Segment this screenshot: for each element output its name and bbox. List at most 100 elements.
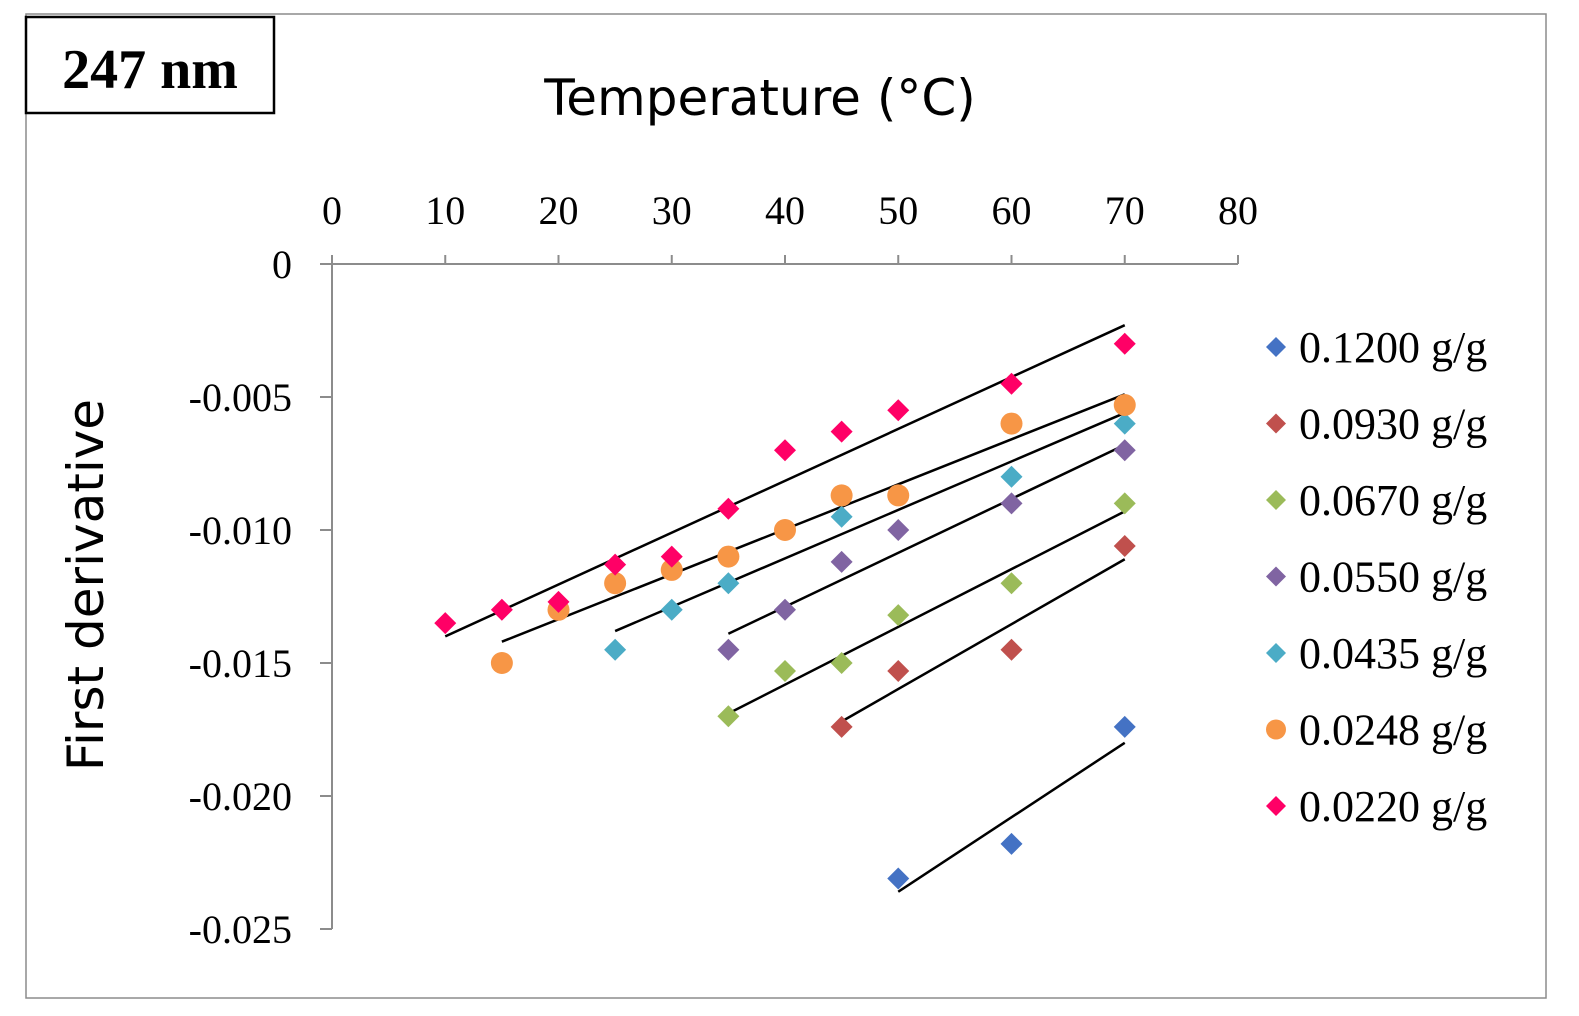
data-point-0-0670-g-g-x35 [717,705,740,728]
legend-label-0-0220-g-g: 0.0220 g/g [1299,782,1487,831]
data-point-0-0930-g-g-x60 [1000,638,1023,661]
data-point-0-0220-g-g-x20 [547,590,570,613]
data-markers [434,332,1136,890]
data-point-0-0220-g-g-x10 [434,612,457,635]
series-0-0930-g-g [830,534,1136,738]
x-tick-label-30: 30 [652,188,692,233]
data-point-0-0435-g-g-x25 [604,638,627,661]
x-tick-label-40: 40 [765,188,805,233]
legend-label-0-0670-g-g: 0.0670 g/g [1299,476,1487,525]
data-point-0-0435-g-g-x35 [717,572,740,595]
x-ticks: 0 10 20 30 40 50 60 70 80 [322,188,1258,264]
legend-entry-0-0930-g-g: 0.0930 g/g [1266,400,1487,449]
legend-marker-0-1200-g-g [1266,337,1286,357]
data-point-0-0670-g-g-x60 [1000,572,1023,595]
data-point-0-0550-g-g-x50 [887,519,910,541]
y-ticks: 0 -0.005 -0.010 -0.015 -0.020 -0.025 [189,242,332,952]
data-point-0-0220-g-g-x35 [717,497,740,520]
legend-marker-0-0930-g-g [1266,413,1286,434]
legend-entry-0-0220-g-g: 0.0220 g/g [1266,782,1487,831]
data-point-0-0220-g-g-x70 [1113,332,1136,355]
data-point-0-1200-g-g-x60 [1000,832,1023,855]
legend-entry-0-0670-g-g: 0.0670 g/g [1266,476,1487,525]
data-point-0-0930-g-g-x70 [1113,534,1136,557]
data-point-0-0220-g-g-x60 [1000,372,1023,395]
series-0-0550-g-g [717,439,1136,661]
data-point-0-0220-g-g-x15 [490,598,513,621]
title-box-border [24,15,276,115]
y-tick-label-0-025: -0.025 [189,907,292,952]
data-point-0-0220-g-g-x50 [887,399,910,422]
legend: 0.1200 g/g 0.0930 g/g 0.0670 g/g 0.0550 g/g… [1266,323,1487,831]
data-point-0-0670-g-g-x70 [1113,492,1136,515]
trendline-0-0435-g-g [614,411,1126,633]
legend-entry-0-0248-g-g: 0.0248 g/g [1266,706,1487,755]
data-point-0-0435-g-g-x60 [1000,465,1023,488]
data-point-0-0930-g-g-x45 [830,715,853,738]
legend-marker-0-0550-g-g [1266,566,1286,587]
data-point-0-0670-g-g-x50 [887,604,910,627]
data-point-0-0248-g-g-x70 [1113,393,1136,416]
series-0-0220-g-g [434,332,1136,635]
data-point-0-0248-g-g-x50 [887,484,910,507]
axes [331,263,1238,929]
legend-label-0-0930-g-g: 0.0930 g/g [1299,400,1487,449]
legend-entry-0-0435-g-g: 0.0435 g/g [1266,629,1487,678]
legend-label-0-0550-g-g: 0.0550 g/g [1299,553,1487,602]
data-point-0-0248-g-g-x60 [1000,412,1023,435]
x-tick-label-10: 10 [425,188,465,233]
data-point-0-0550-g-g-x70 [1113,439,1136,462]
legend-marker-0-0670-g-g [1266,490,1286,510]
series-0-0670-g-g [717,492,1136,728]
y-tick-label-0-005: -0.005 [189,375,292,420]
x-tick-label-80: 80 [1218,188,1258,233]
data-point-0-0550-g-g-x60 [1000,492,1023,515]
data-point-0-0930-g-g-x50 [887,659,910,682]
series-0-1200-g-g [887,715,1136,890]
data-point-0-0435-g-g-x70 [1113,412,1136,435]
data-point-0-0220-g-g-x25 [604,553,627,576]
data-point-0-0220-g-g-x30 [660,545,683,568]
data-point-0-0248-g-g-x30 [660,558,683,581]
trendline-0-0220-g-g [444,324,1126,638]
data-point-0-0670-g-g-x45 [830,652,853,674]
trendline-0-0248-g-g [501,393,1126,643]
data-point-0-0435-g-g-x45 [830,505,853,528]
data-point-0-0220-g-g-x45 [830,420,853,443]
data-point-0-0248-g-g-x40 [774,519,796,541]
data-point-0-0550-g-g-x35 [717,638,740,661]
data-point-0-0248-g-g-x15 [490,652,513,674]
trendline-0-0550-g-g [727,443,1126,635]
legend-entry-0-1200-g-g: 0.1200 g/g [1266,323,1487,372]
x-tick-label-0: 0 [322,188,342,233]
x-tick-label-60: 60 [992,188,1032,233]
legend-label-0-0435-g-g: 0.0435 g/g [1299,629,1487,678]
trendline-0-0930-g-g [841,558,1126,723]
data-point-0-0248-g-g-x25 [604,572,627,595]
data-point-0-0550-g-g-x45 [830,550,853,573]
y-tick-label-0-015: -0.015 [189,641,292,686]
data-point-0-1200-g-g-x50 [887,867,910,890]
data-point-0-0435-g-g-x30 [660,598,683,621]
data-point-0-0220-g-g-x40 [774,439,796,462]
series-0-0435-g-g [604,412,1136,661]
x-tick-label-50: 50 [878,188,918,233]
series-0-0248-g-g [490,393,1136,674]
legend-marker-0-0220-g-g [1266,796,1286,816]
y-tick-label-0-020: -0.020 [189,774,292,819]
legend-label-0-1200-g-g: 0.1200 g/g [1299,323,1487,372]
x-axis-title: Temperature (°C) [543,69,976,127]
data-point-0-0248-g-g-x35 [717,545,740,568]
title-box: 247 nm [24,15,276,115]
legend-label-0-0248-g-g: 0.0248 g/g [1299,706,1487,755]
trendline-0-0670-g-g [727,510,1126,715]
legend-marker-0-0248-g-g [1266,719,1286,740]
legend-marker-0-0435-g-g [1266,643,1286,663]
data-point-0-0550-g-g-x40 [774,598,796,621]
x-tick-label-20: 20 [539,188,579,233]
chart-title: 247 nm [62,39,238,101]
y-axis-title: First derivative [57,399,115,771]
trendline-0-1200-g-g [897,741,1126,893]
y-tick-label-0: 0 [272,242,292,287]
